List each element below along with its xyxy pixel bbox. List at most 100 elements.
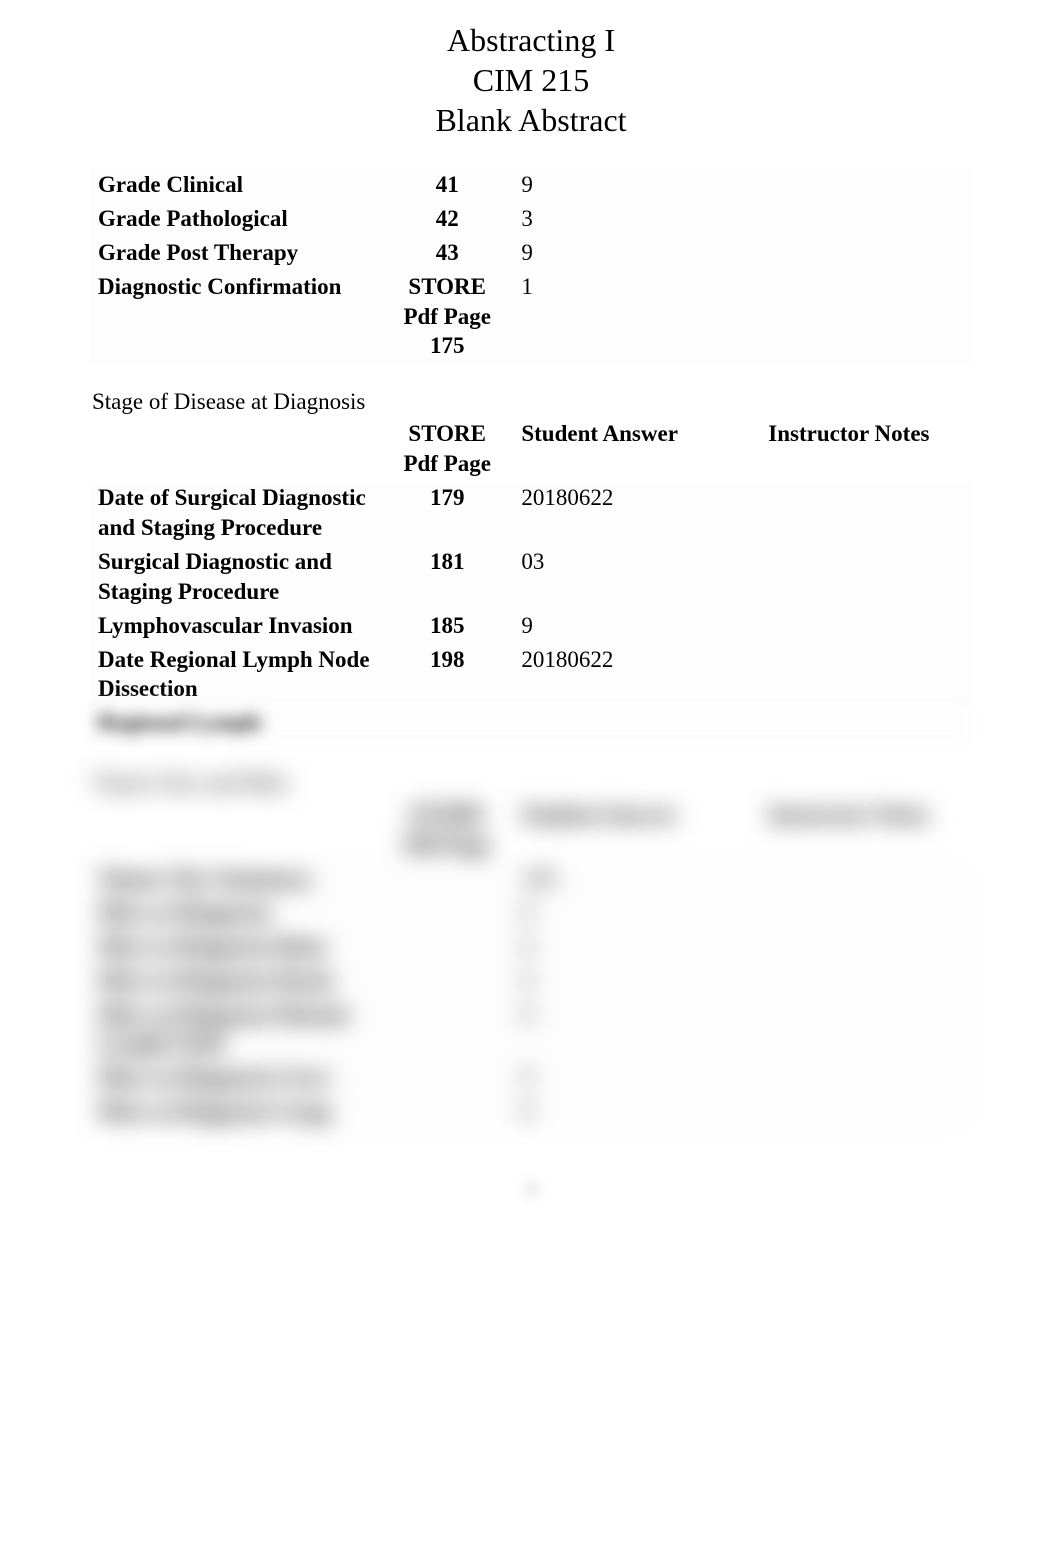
table-row: Regional Lymph (90, 706, 972, 740)
row-label: Diagnostic Confirmation (90, 270, 381, 364)
row-answer (513, 740, 760, 744)
row-notes (760, 1061, 972, 1095)
grade-table: Grade Clinical 41 9 Grade Pathological 4… (90, 168, 972, 363)
row-page: 185 (381, 609, 513, 643)
table-row: Date Regional Lymph Node Dissection 198 … (90, 643, 972, 707)
row-page (381, 1095, 513, 1129)
row-notes (760, 706, 972, 740)
page-title: Abstracting I CIM 215 Blank Abstract (90, 20, 972, 140)
table-row: Diagnostic Confirmation STORE Pdf Page 1… (90, 270, 972, 364)
row-notes (760, 481, 972, 545)
section-title-tumor: Tumor Size and Mets (92, 770, 972, 796)
table-row: Date of Surgical Diagnostic and Staging … (90, 481, 972, 545)
table-row (90, 740, 972, 744)
row-notes (760, 740, 972, 744)
row-label: Tumor Size Summary (90, 862, 381, 896)
row-label: Date Regional Lymph Node Dissection (90, 643, 381, 707)
table-row: Mets at Diagnosis Lung 0 (90, 1095, 972, 1129)
row-page (381, 930, 513, 964)
row-answer: 1 (513, 270, 760, 364)
row-page (381, 1061, 513, 1095)
table-row: Mets at Diagnosis 0 (90, 896, 972, 930)
row-answer: 0 (513, 896, 760, 930)
page: Abstracting I CIM 215 Blank Abstract Gra… (0, 0, 1062, 1242)
row-notes (760, 202, 972, 236)
row-page (381, 964, 513, 998)
row-answer: 9 (513, 236, 760, 270)
table-row: Mets at Diagnosis Brain 0 (90, 964, 972, 998)
col-header-answer: Student Answer (513, 417, 760, 481)
row-answer: 100 (513, 862, 760, 896)
row-label: Regional Lymph (90, 706, 381, 740)
row-notes (760, 1095, 972, 1129)
row-notes (760, 236, 972, 270)
table-row: Grade Clinical 41 9 (90, 168, 972, 202)
row-notes (760, 168, 972, 202)
row-label: Surgical Diagnostic and Staging Procedur… (90, 545, 381, 609)
row-label: Mets at Diagnosis Bone (90, 930, 381, 964)
col-header-page: STORE Pdf Page (381, 417, 513, 481)
row-answer: 0 (513, 1095, 760, 1129)
table-row: Grade Post Therapy 43 9 (90, 236, 972, 270)
row-label (90, 740, 381, 744)
row-page: 179 (381, 481, 513, 545)
row-label: Mets at Diagnosis Distant Lymph Node (90, 998, 381, 1062)
row-answer: 0 (513, 1061, 760, 1095)
col-header-notes: Instructor Notes (760, 417, 972, 481)
row-answer: 03 (513, 545, 760, 609)
row-label: Mets at Diagnosis Liver (90, 1061, 381, 1095)
row-page: 41 (381, 168, 513, 202)
row-page (381, 740, 513, 744)
row-label: Lymphovascular Invasion (90, 609, 381, 643)
row-answer: 9 (513, 168, 760, 202)
row-label: Date of Surgical Diagnostic and Staging … (90, 481, 381, 545)
row-notes (760, 862, 972, 896)
row-notes (760, 896, 972, 930)
table-row: Tumor Size Summary 100 (90, 862, 972, 896)
row-page (381, 896, 513, 930)
row-notes (760, 930, 972, 964)
row-label: Mets at Diagnosis Brain (90, 964, 381, 998)
tumor-table: STORE Pdf Page Student Answer Instructor… (90, 798, 972, 1129)
table-row: Grade Pathological 42 3 (90, 202, 972, 236)
row-answer: 0 (513, 930, 760, 964)
row-label: Mets at Diagnosis Lung (90, 1095, 381, 1129)
stage-table: STORE Pdf Page Student Answer Instructor… (90, 417, 972, 744)
table-row: Surgical Diagnostic and Staging Procedur… (90, 545, 972, 609)
table-row: Lymphovascular Invasion 185 9 (90, 609, 972, 643)
row-page (381, 862, 513, 896)
row-page: STORE Pdf Page 175 (381, 270, 513, 364)
table-row: Mets at Diagnosis Bone 0 (90, 930, 972, 964)
row-notes (760, 270, 972, 364)
row-label: Grade Clinical (90, 168, 381, 202)
row-label: Mets at Diagnosis (90, 896, 381, 930)
row-page (381, 706, 513, 740)
row-notes (760, 545, 972, 609)
row-notes (760, 643, 972, 707)
row-answer: 9 (513, 609, 760, 643)
table-header-row: STORE Pdf Page Student Answer Instructor… (90, 798, 972, 862)
row-page: 42 (381, 202, 513, 236)
row-page (381, 998, 513, 1062)
col-header-answer: Student Answer (513, 798, 760, 862)
row-answer: 20180622 (513, 643, 760, 707)
row-answer (513, 706, 760, 740)
section-title-stage: Stage of Disease at Diagnosis (92, 389, 972, 415)
row-answer: 0 (513, 964, 760, 998)
table-row: Mets at Diagnosis Distant Lymph Node 0 (90, 998, 972, 1062)
title-line-3: Blank Abstract (90, 100, 972, 140)
row-notes (760, 964, 972, 998)
row-notes (760, 998, 972, 1062)
row-label: Grade Post Therapy (90, 236, 381, 270)
page-number: 3 (90, 1179, 972, 1202)
row-answer: 20180622 (513, 481, 760, 545)
table-header-row: STORE Pdf Page Student Answer Instructor… (90, 417, 972, 481)
title-line-2: CIM 215 (90, 60, 972, 100)
table-row: Mets at Diagnosis Liver 0 (90, 1061, 972, 1095)
row-page: 181 (381, 545, 513, 609)
row-page: 198 (381, 643, 513, 707)
col-header-page: STORE Pdf Page (381, 798, 513, 862)
row-label: Grade Pathological (90, 202, 381, 236)
row-answer: 0 (513, 998, 760, 1062)
row-notes (760, 609, 972, 643)
